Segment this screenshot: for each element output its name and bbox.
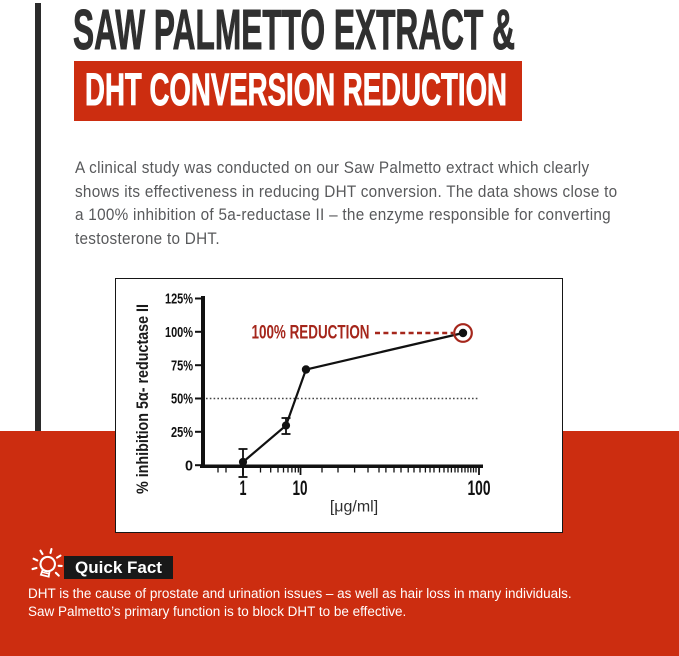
svg-text:[μg/ml]: [μg/ml] <box>330 499 378 516</box>
svg-text:DHT CONVERSION REDUCTION: DHT CONVERSION REDUCTION <box>85 64 507 115</box>
svg-text:100%: 100% <box>165 324 193 341</box>
svg-text:25%: 25% <box>171 424 193 441</box>
svg-text:50%: 50% <box>171 391 193 408</box>
svg-text:% inhibition 5α- reductase II: % inhibition 5α- reductase II <box>134 304 152 494</box>
svg-text:0: 0 <box>185 457 193 474</box>
svg-text:1: 1 <box>240 477 247 500</box>
svg-text:10: 10 <box>293 477 308 500</box>
svg-text:125%: 125% <box>165 291 193 308</box>
svg-text:75%: 75% <box>171 357 193 374</box>
svg-text:100% REDUCTION: 100% REDUCTION <box>252 323 370 344</box>
svg-text:SAW PALMETTO EXTRACT &: SAW PALMETTO EXTRACT & <box>73 0 515 61</box>
svg-text:100: 100 <box>468 477 491 500</box>
